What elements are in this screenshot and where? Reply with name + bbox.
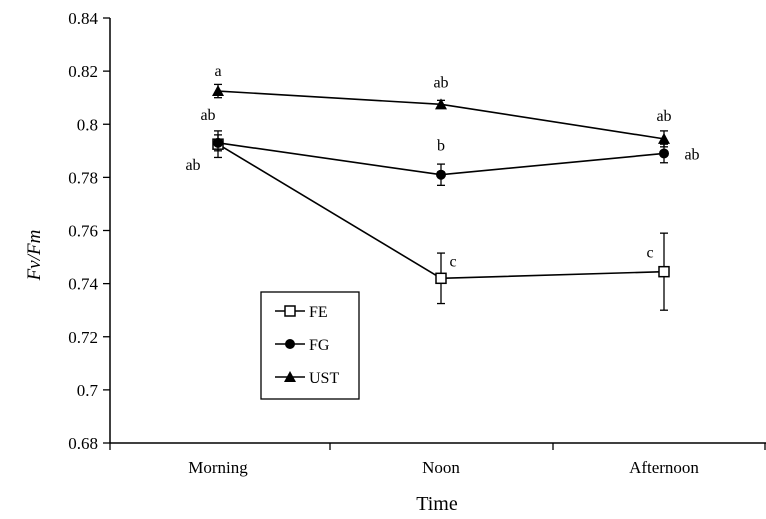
y-tick-label: 0.76: [68, 222, 98, 241]
y-axis-title: Fv/Fm: [24, 230, 45, 282]
legend-item-ust: UST: [275, 370, 339, 387]
marker-open-square: [435, 272, 447, 285]
marker-open-square: [284, 305, 296, 317]
significance-letter: b: [437, 138, 445, 155]
legend-label: FG: [309, 337, 330, 354]
significance-letter: ab: [200, 107, 215, 124]
marker-filled-circle: [285, 339, 295, 349]
legend: FE FG UST: [260, 291, 360, 400]
significance-letter: a: [214, 63, 221, 80]
y-tick-label: 0.82: [68, 62, 98, 81]
series-fe: ab c c: [185, 130, 670, 311]
marker-filled-triangle: [284, 371, 296, 382]
y-tick-label: 0.7: [77, 381, 99, 400]
legend-label: FE: [309, 304, 328, 321]
marker-filled-circle: [436, 169, 446, 180]
axes: 0.68 0.7 0.72 0.74 0.76 0.78 0.8 0.82 0.84 Mornin…: [68, 9, 766, 477]
y-tick-label: 0.8: [77, 115, 98, 134]
y-tick-label: 0.72: [68, 328, 98, 347]
marker-filled-circle: [659, 148, 669, 159]
legend-box: [260, 291, 360, 400]
y-tick-label: 0.84: [68, 9, 98, 28]
y-tick-label: 0.68: [68, 434, 98, 453]
marker-open-square: [658, 265, 670, 278]
legend-item-fe: FE: [275, 304, 328, 321]
marker-filled-triangle: [212, 85, 224, 97]
x-axis-title: Time: [416, 493, 458, 515]
marker-filled-circle: [213, 137, 223, 148]
significance-letter: ab: [185, 157, 200, 174]
legend-item-fg: FG: [275, 337, 330, 354]
marker-filled-triangle: [435, 98, 447, 110]
series-layer: ab c c ab b ab a ab ab: [185, 63, 700, 311]
significance-letter: c: [646, 245, 653, 262]
significance-letter: ab: [684, 146, 699, 163]
y-tick-label: 0.78: [68, 168, 98, 187]
significance-letter: c: [449, 253, 456, 270]
x-tick-label: Morning: [188, 458, 248, 477]
series-fg: ab b ab: [200, 107, 700, 186]
series-line: [217, 90, 665, 140]
x-tick-label: Afternoon: [629, 458, 699, 477]
legend-label: UST: [309, 370, 339, 387]
y-tick-label: 0.74: [68, 275, 98, 294]
marker-filled-triangle: [658, 132, 670, 144]
series-ust: a ab ab: [212, 63, 672, 148]
significance-letter: ab: [656, 108, 671, 125]
x-tick-label: Noon: [422, 458, 460, 477]
significance-letter: ab: [433, 74, 448, 91]
